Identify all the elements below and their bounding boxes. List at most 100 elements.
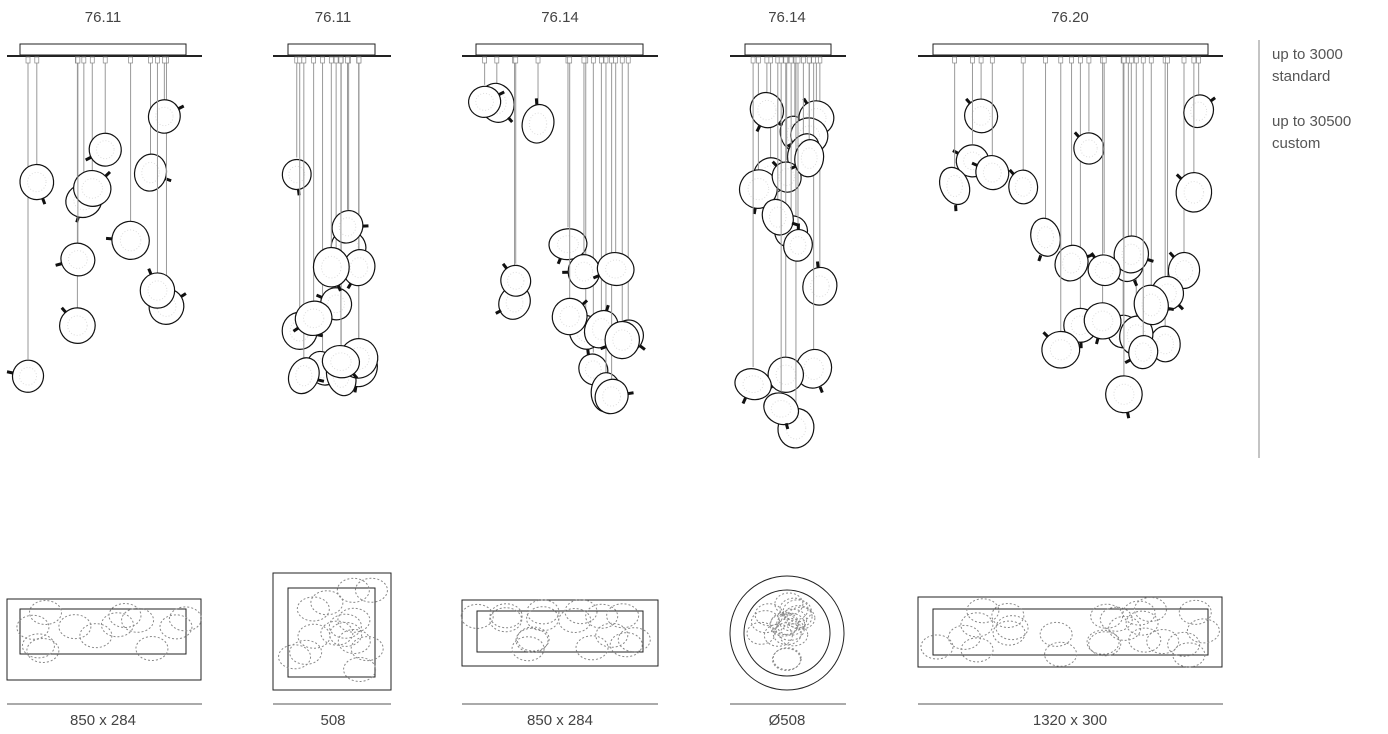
shade-hook xyxy=(501,262,508,270)
shade xyxy=(500,264,532,297)
plan-shade xyxy=(343,656,377,682)
shade-pattern xyxy=(585,360,602,379)
shade-hook xyxy=(41,197,47,205)
cable-clip xyxy=(795,56,801,64)
plan-shade xyxy=(1044,641,1078,667)
plan-shade xyxy=(489,607,523,633)
plan-shade xyxy=(28,600,62,626)
plan-shade xyxy=(26,637,60,663)
shade-pattern xyxy=(574,261,594,282)
plan-shade xyxy=(772,647,802,671)
shade-hook xyxy=(741,397,747,405)
plan-shade xyxy=(297,623,331,649)
plan-shade xyxy=(100,612,134,638)
pendants xyxy=(734,56,838,449)
cable-clip xyxy=(1191,56,1197,64)
plan-shade xyxy=(354,577,388,603)
shade-pattern xyxy=(320,255,342,279)
dimension-label: 850 x 284 xyxy=(70,712,136,729)
shade-hook xyxy=(600,345,607,351)
cable-clip xyxy=(952,56,957,64)
model-label: 76.20 xyxy=(1051,9,1089,26)
cable-clip xyxy=(788,56,794,64)
cable-clip xyxy=(609,56,614,64)
shade-pattern xyxy=(1094,261,1114,280)
shade-hook xyxy=(498,90,505,97)
plan-outer xyxy=(917,596,1223,668)
plan-shade xyxy=(782,599,812,623)
shade xyxy=(1128,335,1159,370)
plan-inner xyxy=(19,608,187,655)
cable-clip xyxy=(75,56,81,64)
cable-clip xyxy=(161,56,167,64)
shade xyxy=(761,198,794,236)
canopy xyxy=(744,43,832,56)
shade-hook xyxy=(1132,279,1139,287)
plan-shade xyxy=(960,637,994,663)
pendants xyxy=(6,56,187,393)
shade-hook xyxy=(952,149,959,155)
shade-pattern xyxy=(612,329,633,351)
shade-hook xyxy=(1209,96,1217,103)
shade xyxy=(604,320,641,360)
cable-clip xyxy=(482,56,487,64)
cable-clip xyxy=(34,56,40,64)
shade-pattern xyxy=(1080,139,1098,158)
shade xyxy=(468,85,502,118)
plan-shade xyxy=(337,628,371,654)
plan-shade xyxy=(296,596,330,622)
shade-hook xyxy=(177,104,185,111)
shade-pattern xyxy=(602,386,622,407)
shade-pattern xyxy=(475,92,494,111)
plan-shade xyxy=(991,602,1025,628)
shade xyxy=(88,132,122,167)
shade-hook xyxy=(581,299,589,306)
cable-clip xyxy=(750,56,756,64)
shade-hook xyxy=(336,284,342,292)
shade-pattern xyxy=(327,294,346,314)
cable-clip xyxy=(320,56,325,64)
cable-clip xyxy=(311,56,316,64)
shade-pattern xyxy=(349,257,369,279)
plan-ring xyxy=(743,589,831,677)
shade xyxy=(594,378,629,415)
shade-hook xyxy=(495,309,502,315)
cable-clip xyxy=(590,56,596,64)
shade xyxy=(1175,172,1213,213)
shade-pattern xyxy=(1174,260,1194,281)
plan-shade xyxy=(966,598,1000,624)
shade xyxy=(763,392,800,426)
shade-hook xyxy=(556,257,562,265)
shade-pattern xyxy=(1183,181,1205,204)
shade-pattern xyxy=(505,292,524,313)
shade-pattern xyxy=(288,165,306,184)
shade xyxy=(331,210,364,244)
shade-pattern xyxy=(338,217,357,237)
pendants xyxy=(938,56,1217,419)
plan-shade xyxy=(774,592,804,616)
canopy xyxy=(475,43,644,56)
plan-shade xyxy=(769,613,799,637)
pendants xyxy=(281,56,379,397)
shade-pattern xyxy=(605,259,627,279)
cable-clip xyxy=(1148,56,1154,64)
plan-shade xyxy=(460,603,494,629)
plan-shade xyxy=(1146,629,1180,655)
cable-clip xyxy=(625,56,631,64)
plan-shade xyxy=(609,632,643,658)
plan-ring xyxy=(729,575,845,691)
shade-pattern xyxy=(1134,342,1152,362)
shade-hook xyxy=(791,221,799,227)
cable-clip xyxy=(1121,56,1127,64)
plan-shade xyxy=(617,627,651,653)
shade xyxy=(1041,330,1081,369)
shade-hook xyxy=(180,292,187,299)
shade-hook xyxy=(815,261,820,268)
shade-hook xyxy=(352,372,359,380)
cable-clip xyxy=(1128,56,1134,64)
shade xyxy=(567,254,601,290)
plan-shade xyxy=(1167,631,1201,657)
shade xyxy=(287,357,320,395)
shade-pattern xyxy=(789,236,807,255)
plan-shade xyxy=(310,590,344,616)
